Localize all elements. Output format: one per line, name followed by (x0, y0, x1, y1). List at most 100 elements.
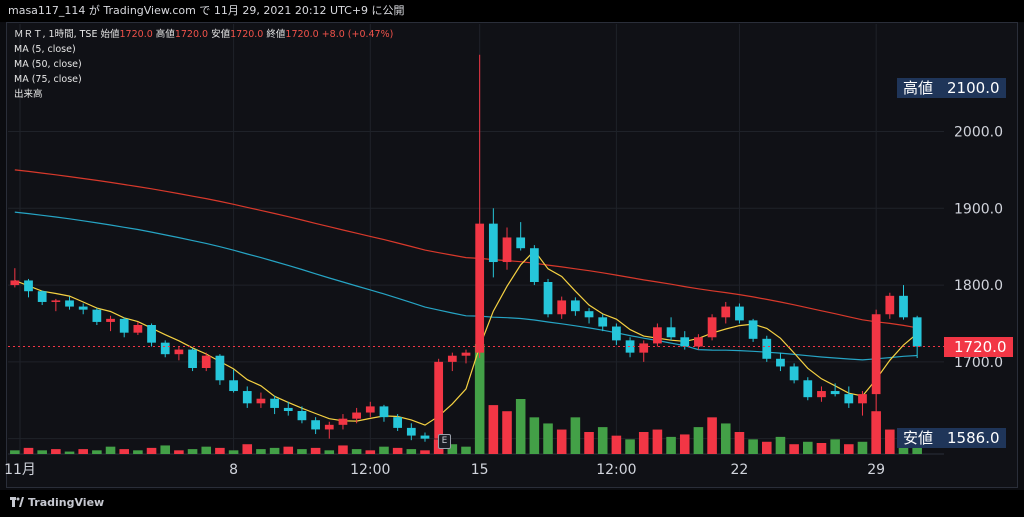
volume-bar (351, 449, 362, 454)
volume-bar (379, 446, 389, 454)
candle-body (858, 394, 867, 404)
volume-bar (775, 436, 786, 454)
volume-bar (625, 439, 635, 454)
candle-body (147, 325, 156, 343)
time-axis-label: 12:00 (596, 462, 636, 478)
candle-body (393, 417, 403, 428)
volume-legend[interactable]: 出来高 (14, 89, 43, 100)
candle-body (37, 291, 47, 302)
earnings-event-marker[interactable]: E (438, 434, 451, 449)
price-axis-label: 1800.0 (954, 278, 1003, 294)
volume-bar (556, 429, 567, 454)
candle-body (529, 248, 539, 282)
volume-bar (693, 427, 704, 454)
high-value: 1720.0 (174, 29, 209, 40)
volume-bar (64, 451, 75, 454)
candle-body (215, 355, 225, 381)
volume-bar (871, 411, 881, 454)
volume-bar (597, 427, 608, 454)
candle-body (174, 349, 184, 355)
volume-bar (748, 439, 758, 454)
candle-body (776, 358, 785, 367)
candle-body (680, 337, 690, 347)
tradingview-logo[interactable]: TradingView (10, 496, 104, 509)
candle-body (447, 355, 457, 362)
symbol-info: ＭＲＴ, 1時間, TSE (14, 29, 98, 40)
candle-body (625, 340, 635, 353)
candle-body (885, 295, 895, 315)
tradingview-logo-icon (10, 497, 24, 507)
publish-bar: masa117_114 が TradingView.com で 11月 29, … (0, 0, 1024, 22)
volume-bar (201, 446, 212, 454)
volume-bar (146, 447, 157, 454)
price-axis-label: 1900.0 (954, 201, 1003, 217)
ma5-line (14, 249, 918, 426)
volume-bar (78, 449, 88, 454)
volume-bar (447, 444, 458, 454)
candle-body (612, 326, 621, 341)
candle-body (270, 398, 279, 408)
ma50-legend[interactable]: MA (50, close) (14, 59, 82, 70)
candle-body (160, 342, 170, 355)
volume-bar (515, 399, 526, 454)
candle-body (516, 237, 526, 249)
candle-body (912, 317, 922, 347)
volume-bar (160, 445, 171, 454)
candle-body (434, 361, 444, 439)
candle-body (721, 306, 731, 318)
time-axis-label: 12:00 (350, 462, 390, 478)
candle-body (311, 420, 320, 430)
volume-bar (734, 432, 745, 454)
candle-body (871, 314, 881, 395)
candle-body (707, 317, 717, 338)
volume-bar (761, 441, 772, 454)
volume-bar (187, 449, 198, 454)
time-axis-label: 22 (731, 462, 749, 478)
volume-bar (242, 444, 253, 454)
candle-body (10, 280, 20, 286)
candle-body (242, 391, 252, 404)
candle-body (461, 352, 471, 356)
volume-bar (256, 449, 266, 454)
time-axis-label: 29 (867, 462, 885, 478)
ma5-legend[interactable]: MA (5, close) (14, 44, 76, 55)
volume-bar (474, 344, 485, 454)
time-axis-label: 11月 (4, 462, 36, 478)
volume-bar (502, 411, 512, 454)
ma75-legend[interactable]: MA (75, close) (14, 74, 82, 85)
time-axis-label: 8 (229, 462, 238, 478)
candle-body (475, 223, 485, 353)
volume-bar (679, 434, 690, 454)
candle-body (844, 394, 854, 404)
volume-bar (584, 432, 594, 454)
candle-body (598, 317, 608, 327)
candle-body (789, 366, 799, 381)
volume-bar (37, 450, 47, 454)
volume-bar (707, 417, 717, 454)
volume-bar (543, 423, 553, 454)
candle-body (338, 418, 348, 425)
volume-bar (392, 447, 403, 454)
candle-body (65, 300, 74, 307)
high-price-tag: 高値 2100.0 (897, 78, 1006, 98)
volume-bar (119, 449, 129, 454)
volume-bar (92, 450, 102, 454)
candle-body (297, 411, 307, 421)
candle-body (570, 300, 580, 312)
chart-panel[interactable] (6, 22, 1018, 488)
volume-bar (215, 447, 225, 454)
volume-bar (885, 429, 895, 454)
volume-bar (228, 450, 239, 454)
candle-body (92, 309, 102, 322)
volume-bar (461, 446, 471, 454)
volume-bar (283, 446, 294, 454)
volume-bar (912, 444, 922, 454)
candle-body (352, 412, 362, 419)
candle-body (406, 427, 416, 436)
candle-body (899, 295, 908, 318)
candle-body (324, 424, 334, 430)
volume-bar (638, 432, 649, 454)
candle-body (379, 406, 389, 418)
ma75-line (14, 169, 918, 329)
